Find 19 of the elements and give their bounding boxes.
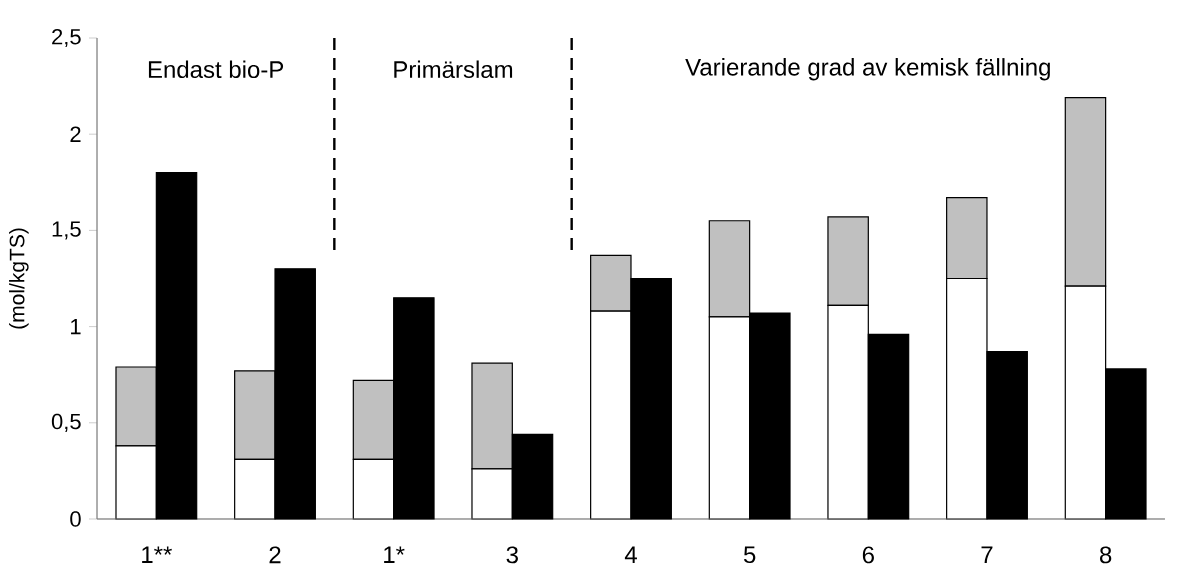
y-tick-label: 2 [70, 126, 81, 142]
annotation: Varierande grad av kemisk fällning [685, 57, 1050, 81]
y-tick-label: 0,5 [51, 413, 81, 432]
x-tick-label: 1* [384, 546, 405, 563]
y-tick-label: 0 [70, 511, 81, 527]
x-tick-label: 2 [269, 546, 281, 563]
x-tick-label: 4 [624, 546, 637, 563]
x-tick-label: 3 [506, 546, 518, 564]
x-tick-label: 1** [142, 546, 172, 563]
y-tick-label: 1 [71, 318, 81, 334]
y-tick-label: 1,5 [52, 221, 81, 240]
x-tick-label: 6 [862, 546, 874, 564]
x-tick-label: 7 [981, 546, 993, 563]
annotation: Endast bio-P [148, 60, 284, 78]
y-tick-label: 2,5 [52, 28, 81, 47]
y-axis-title: (mol/kgTS) [9, 228, 29, 329]
x-tick-label: 5 [743, 546, 756, 563]
x-tick-label: 8 [1100, 546, 1112, 564]
annotation: Primärslam [394, 60, 513, 78]
